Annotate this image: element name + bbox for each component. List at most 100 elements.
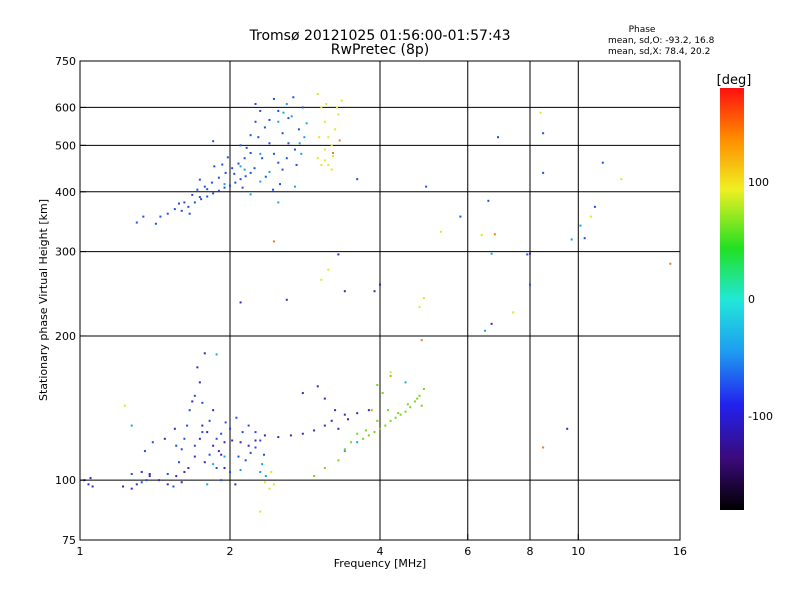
data-point <box>223 186 226 189</box>
data-point <box>394 416 397 419</box>
data-point <box>247 444 250 447</box>
colorbar-tick-label: 0 <box>748 293 755 306</box>
data-point <box>490 252 493 255</box>
y-axis-label: Stationary phase Virtual Height [km] <box>37 199 50 401</box>
data-point <box>583 237 586 240</box>
data-point <box>367 434 370 437</box>
data-point <box>173 427 176 430</box>
data-point <box>480 233 483 236</box>
data-point <box>175 475 178 478</box>
data-point <box>313 429 316 432</box>
data-point <box>301 432 304 435</box>
data-point <box>579 224 582 227</box>
data-point <box>220 432 223 435</box>
data-point <box>220 453 223 456</box>
data-point <box>180 481 183 484</box>
data-point <box>223 455 226 458</box>
data-point <box>539 111 542 114</box>
data-point <box>154 222 157 225</box>
data-point <box>241 186 244 189</box>
data-point <box>193 455 196 458</box>
x-tick-label: 4 <box>377 545 384 558</box>
data-point <box>201 431 204 434</box>
data-point <box>487 199 490 202</box>
data-point <box>249 451 252 454</box>
data-point <box>203 461 206 464</box>
data-point <box>418 305 421 308</box>
data-point <box>373 290 376 293</box>
data-point <box>298 142 301 145</box>
data-point <box>318 136 321 139</box>
data-point <box>332 151 335 154</box>
data-point <box>332 155 335 158</box>
data-point <box>490 322 493 325</box>
data-point <box>233 172 236 175</box>
data-point <box>237 162 240 165</box>
data-point <box>389 419 392 422</box>
data-point <box>130 473 133 476</box>
data-point <box>404 381 407 384</box>
data-point <box>148 475 151 478</box>
data-point <box>268 118 271 121</box>
data-point <box>272 188 275 191</box>
y-tick-label: 300 <box>55 246 76 259</box>
data-point <box>175 444 178 447</box>
x-tick-label: 16 <box>673 545 687 558</box>
data-point <box>293 148 296 151</box>
data-point <box>91 485 94 488</box>
data-point <box>229 427 231 430</box>
data-point <box>356 432 359 435</box>
data-point <box>217 189 220 192</box>
data-point <box>159 215 162 218</box>
y-tick-label: 200 <box>55 330 76 343</box>
x-tick-label: 1 <box>77 545 84 558</box>
colorbar-label: [deg] <box>717 73 752 88</box>
data-point <box>566 427 569 430</box>
data-point <box>285 102 288 105</box>
data-point <box>191 193 194 196</box>
data-point <box>223 441 226 444</box>
data-point <box>198 196 201 199</box>
data-point <box>241 431 244 434</box>
data-point <box>215 437 218 440</box>
data-point <box>316 385 319 388</box>
data-point <box>208 419 211 422</box>
data-point <box>338 139 341 142</box>
data-point <box>212 444 215 447</box>
data-point <box>229 184 231 187</box>
data-point <box>406 403 409 406</box>
data-point <box>268 142 271 145</box>
data-point <box>183 201 186 204</box>
data-point <box>272 152 275 155</box>
data-point <box>413 400 416 403</box>
data-point <box>215 353 218 356</box>
data-point <box>224 421 227 424</box>
data-point <box>254 431 257 434</box>
data-point <box>669 262 672 265</box>
data-point <box>420 404 423 407</box>
data-point <box>292 96 295 99</box>
data-point <box>224 171 227 174</box>
data-point <box>220 479 223 482</box>
data-point <box>208 453 211 456</box>
colorbar <box>720 88 744 510</box>
data-point <box>337 427 340 430</box>
data-point <box>130 487 133 490</box>
data-point <box>365 429 368 432</box>
data-point <box>277 109 280 112</box>
data-point <box>180 209 183 212</box>
data-point <box>243 168 246 171</box>
data-point <box>323 148 326 151</box>
data-point <box>277 436 280 439</box>
data-point <box>259 152 262 155</box>
data-point <box>213 165 216 168</box>
data-point <box>277 120 280 123</box>
data-point <box>239 301 242 304</box>
data-point <box>259 470 262 473</box>
data-point <box>212 140 215 143</box>
data-point <box>239 178 242 181</box>
data-point <box>212 409 215 412</box>
y-tick-label: 750 <box>55 55 76 68</box>
data-point <box>263 434 266 437</box>
